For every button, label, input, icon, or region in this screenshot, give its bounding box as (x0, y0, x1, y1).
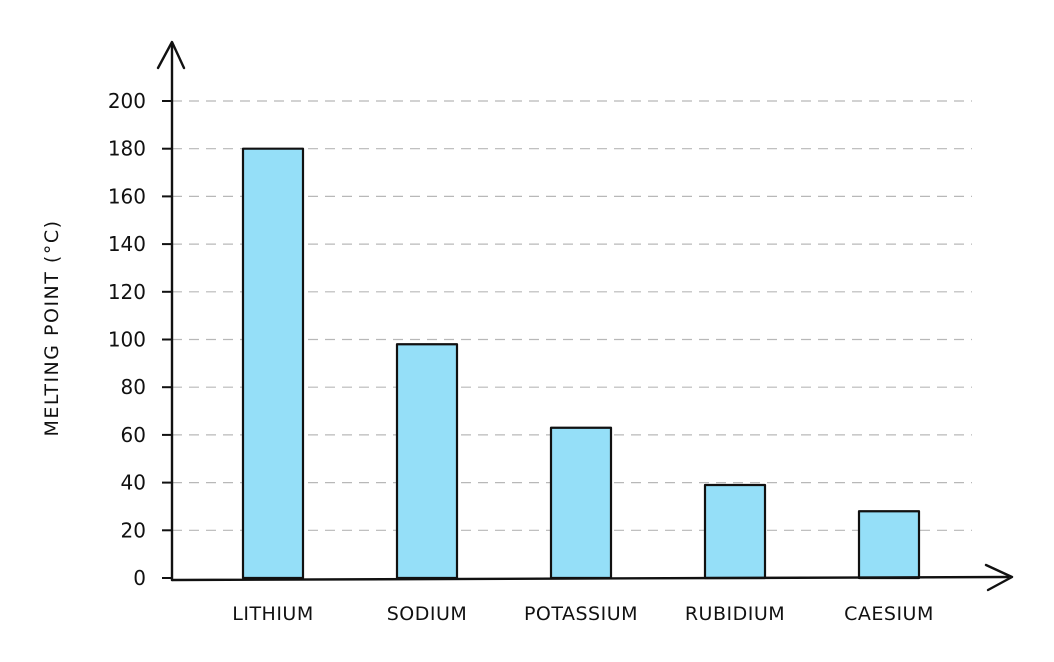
y-axis-arrowhead (156, 40, 186, 70)
y-tick-label: 40 (121, 471, 146, 495)
bar-caesium (857, 510, 921, 580)
y-tick-label: 0 (133, 566, 146, 590)
bar-lithium (241, 147, 305, 580)
y-tick-label: 80 (121, 375, 146, 399)
x-category-label: LITHIUM (232, 603, 314, 625)
y-tick-label: 120 (108, 280, 146, 304)
y-axis-ticks: 0 20 40 60 80 100 120 140 160 180 200 (108, 89, 172, 590)
y-tick-label: 140 (108, 232, 146, 256)
category-labels: LITHIUM SODIUM POTASSIUM RUBIDIUM CAESIUM (232, 603, 934, 625)
y-tick-label: 60 (121, 423, 146, 447)
y-axis-title: MELTING POINT (°C) (41, 219, 63, 436)
y-tick-label: 160 (108, 184, 146, 208)
x-category-label: SODIUM (387, 603, 468, 625)
bar-sodium (395, 343, 459, 580)
axes (156, 40, 1014, 592)
bar-potassium (549, 426, 613, 580)
y-tick-label: 180 (108, 137, 146, 161)
x-category-label: POTASSIUM (524, 603, 638, 625)
x-category-label: RUBIDIUM (685, 603, 785, 625)
x-axis-line (170, 575, 1010, 582)
bars (241, 147, 921, 580)
x-category-label: CAESIUM (844, 603, 934, 625)
bar-rubidium (703, 483, 767, 580)
y-tick-label: 20 (121, 518, 146, 542)
x-axis-arrowhead (984, 563, 1014, 592)
grid-lines (172, 100, 972, 531)
y-tick-label: 100 (108, 328, 146, 352)
y-tick-label: 200 (108, 89, 146, 113)
